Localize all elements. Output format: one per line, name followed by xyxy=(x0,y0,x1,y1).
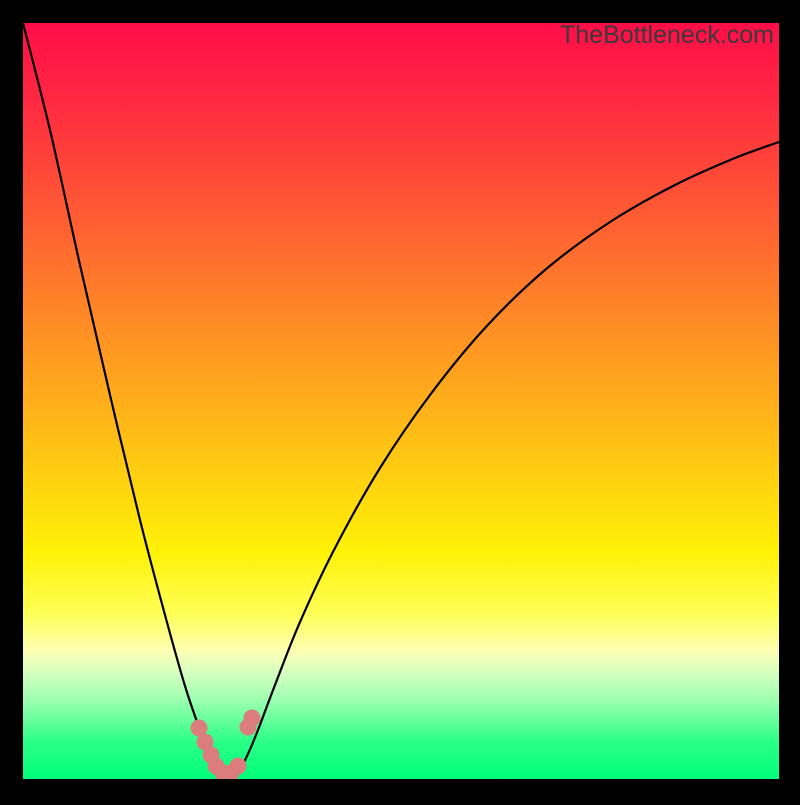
bottleneck-chart-svg xyxy=(0,0,800,800)
gradient-plot-area xyxy=(23,23,779,779)
chart-frame: TheBottleneck.com xyxy=(0,0,800,800)
watermark-text: TheBottleneck.com xyxy=(560,21,774,50)
data-dot xyxy=(230,758,247,775)
data-dot xyxy=(244,710,261,727)
